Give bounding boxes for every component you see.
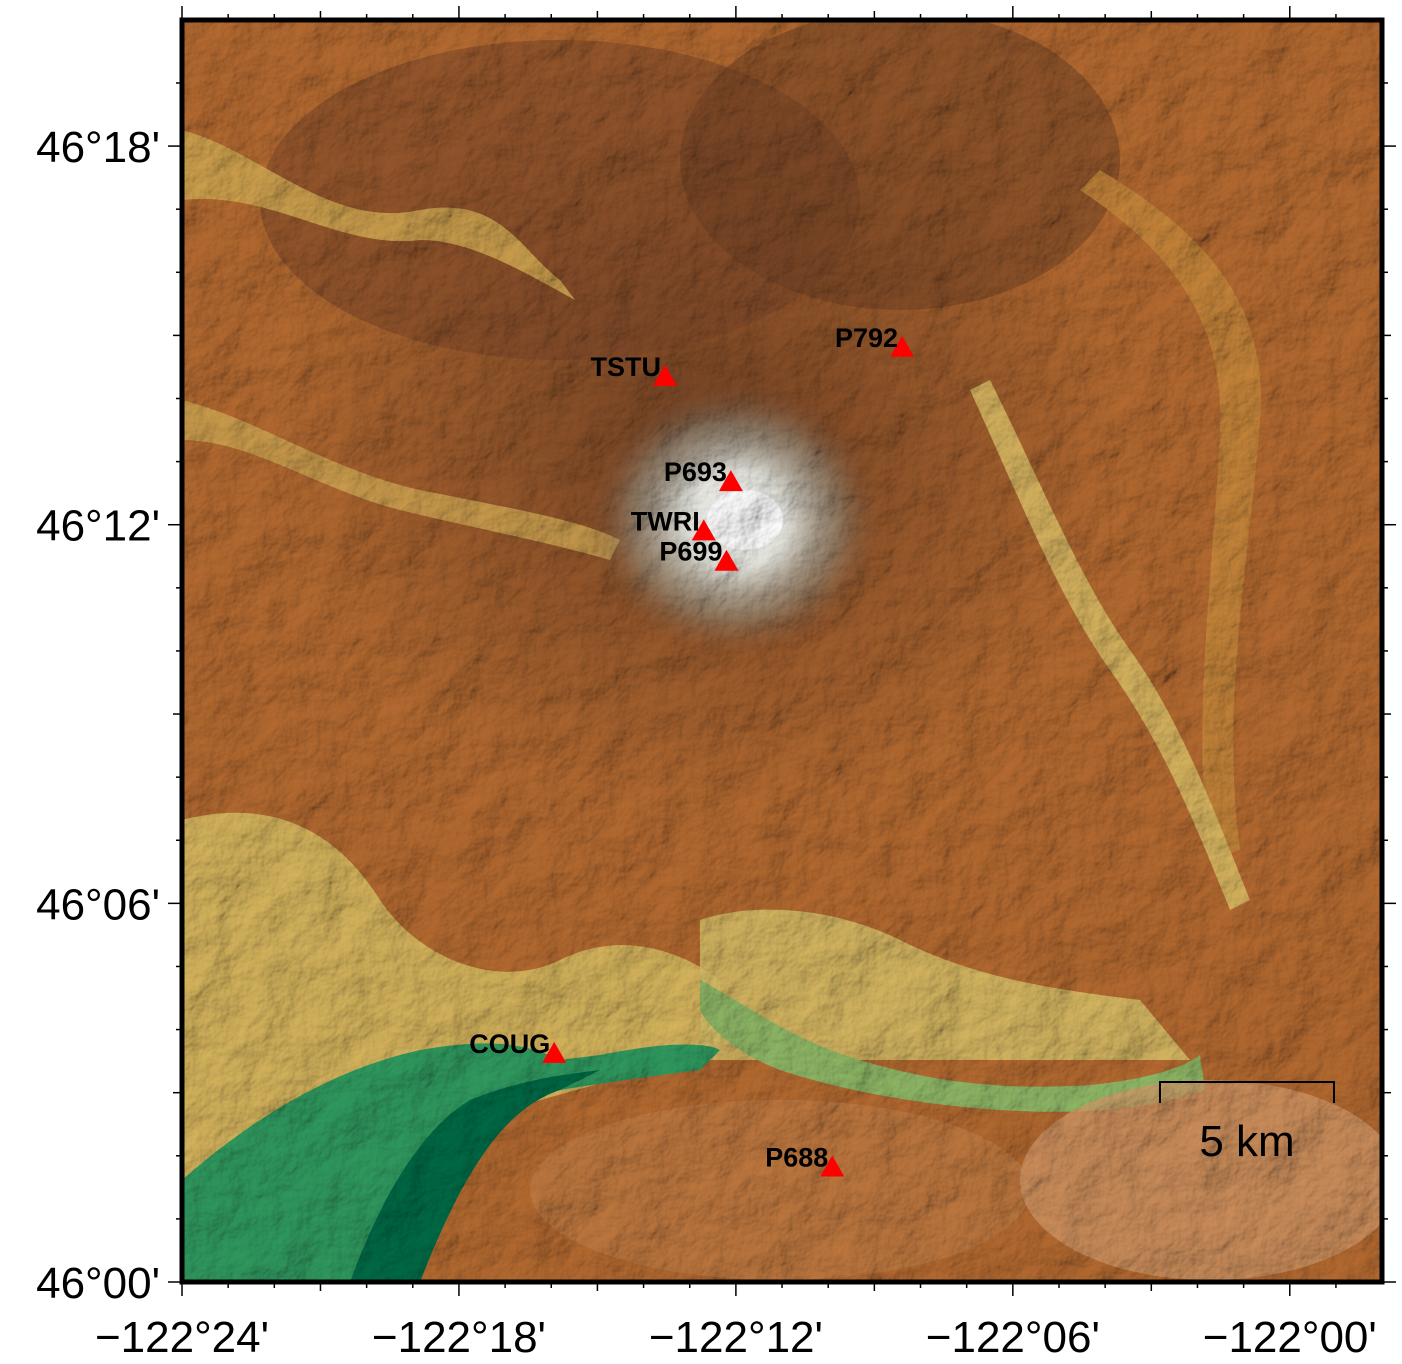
station-label-twri: TWRI bbox=[631, 506, 700, 536]
x-tick-label: −122°12' bbox=[649, 1313, 823, 1362]
y-tick-label: 46°12' bbox=[36, 502, 160, 551]
y-tick-label: 46°18' bbox=[36, 123, 160, 172]
scale-bar-label: 5 km bbox=[1199, 1117, 1294, 1166]
station-marker-coug bbox=[542, 1041, 567, 1063]
y-tick-label: 46°06' bbox=[36, 880, 160, 929]
station-marker-p699 bbox=[714, 549, 739, 571]
scale-bar: 5 km bbox=[1159, 1081, 1335, 1166]
station-marker-p693 bbox=[718, 470, 743, 492]
axis-ticks bbox=[168, 6, 1396, 1296]
station-label-coug: COUG bbox=[469, 1029, 550, 1059]
x-tick-label: −122°24' bbox=[95, 1313, 269, 1362]
station-label-p792: P792 bbox=[835, 323, 898, 353]
terrain-relief bbox=[182, 20, 1382, 1282]
station-marker-twri bbox=[691, 519, 716, 541]
axis-tick-labels: −122°24' −122°18' −122°12' −122°06' −122°00'… bbox=[36, 123, 1377, 1362]
x-tick-label: −122°06' bbox=[926, 1313, 1100, 1362]
station-marker-tstu bbox=[652, 364, 677, 386]
station-marker-p792 bbox=[890, 335, 915, 357]
y-tick-label: 46°00' bbox=[36, 1259, 160, 1308]
station-label-p699: P699 bbox=[659, 537, 722, 567]
station-label-p693: P693 bbox=[664, 457, 727, 487]
station-label-tstu: TSTU bbox=[590, 352, 661, 382]
station-marker-p688 bbox=[820, 1155, 845, 1177]
station-label-p688: P688 bbox=[765, 1143, 828, 1173]
x-tick-label: −122°00' bbox=[1203, 1313, 1377, 1362]
x-tick-label: −122°18' bbox=[372, 1313, 546, 1362]
